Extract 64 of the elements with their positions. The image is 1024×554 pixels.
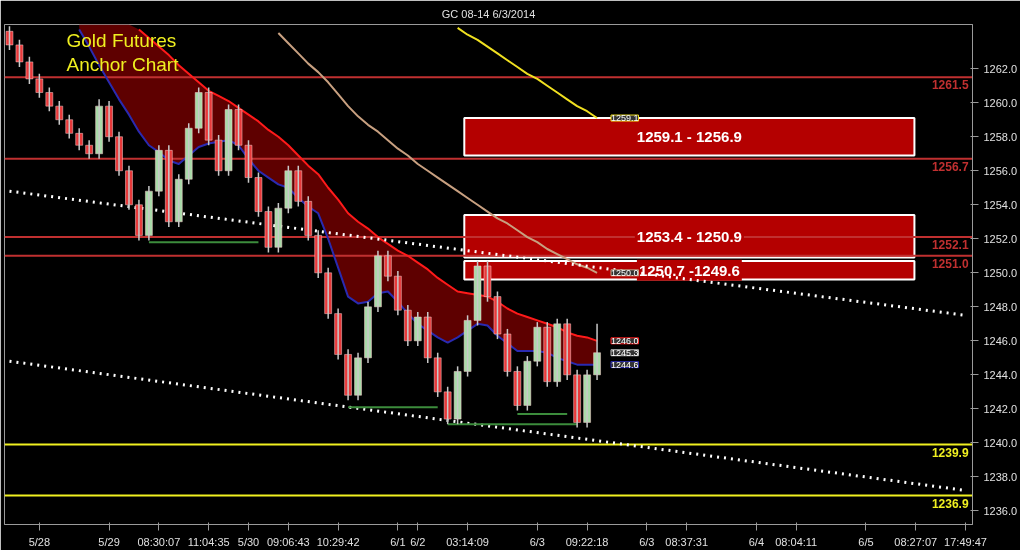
candlestick <box>45 86 54 112</box>
x-tick-label: 6/5 <box>858 535 874 548</box>
x-tick-label: 08:27:07 <box>894 535 938 548</box>
y-tick-label: 1240.0 <box>983 436 1018 449</box>
y-tick-label: 1238.0 <box>983 470 1018 483</box>
x-tick-label: 09:06:43 <box>266 535 310 548</box>
candlestick <box>503 328 512 378</box>
y-tick-label: 1262.0 <box>983 62 1018 75</box>
candlestick <box>204 86 213 146</box>
y-tick-label: 1250.0 <box>983 266 1018 279</box>
y-tick-label: 1236.0 <box>983 504 1018 517</box>
candlestick <box>433 351 442 398</box>
y-tick-label: 1256.0 <box>983 164 1018 177</box>
x-tick-label: 08:04:11 <box>775 535 818 548</box>
ref-line-label: 1261.5 <box>931 78 969 93</box>
y-tick-label: 1252.0 <box>983 232 1018 245</box>
candlestick <box>35 73 44 99</box>
candlestick <box>284 164 293 215</box>
line-series <box>456 26 599 120</box>
x-tick-label: 6/3 <box>639 535 655 548</box>
candlestick <box>294 164 303 208</box>
candlestick <box>25 56 34 85</box>
x-tick-label: 17:49:47 <box>944 535 987 548</box>
y-tick-label: 1254.0 <box>983 198 1018 211</box>
x-tick-label: 10:29:42 <box>316 535 360 548</box>
ref-line-label: 1251.0 <box>931 256 969 271</box>
y-tick-label: 1258.0 <box>983 130 1018 143</box>
candlestick <box>543 321 551 388</box>
x-tick-label: 5/30 <box>237 535 260 548</box>
x-tick-label: 11:04:35 <box>187 535 230 548</box>
data-label: 1244.6 <box>610 359 639 370</box>
data-label: 1250.0 <box>610 267 639 278</box>
data-label: 1259.1 <box>610 113 639 124</box>
text: 1245.3 <box>610 347 639 358</box>
ref-line-label: 1239.9 <box>931 445 969 460</box>
x-tick-label: 08:30:07 <box>137 535 181 548</box>
candlestick <box>55 100 64 126</box>
band-label: 1250.7 -1249.6 <box>638 261 740 279</box>
x-tick-label: 6/4 <box>748 535 765 548</box>
band-label: 1253.4 - 1250.9 <box>636 227 742 245</box>
x-tick-label: 5/28 <box>28 535 51 548</box>
x-tick-label: 6/1 <box>390 535 406 548</box>
y-tick-label: 1248.0 <box>983 300 1018 313</box>
band-label: 1259.1 - 1256.9 <box>636 128 742 146</box>
candlestick <box>533 321 542 368</box>
x-tick-label: 08:37:31 <box>665 535 709 548</box>
y-tick-label: 1242.0 <box>983 402 1018 415</box>
x-tick-label: 5/29 <box>98 535 120 548</box>
candlestick <box>185 122 193 186</box>
line-series <box>277 32 599 274</box>
ref-line-label: 1252.1 <box>931 238 969 253</box>
candlestick <box>5 25 14 51</box>
x-tick-label: 09:22:18 <box>565 535 609 548</box>
x-tick-label: 6/2 <box>410 535 426 548</box>
candlestick <box>15 39 24 68</box>
x-tick-label: 6/3 <box>529 535 545 548</box>
y-tick-label: 1260.0 <box>983 96 1018 109</box>
y-tick-label: 1244.0 <box>983 368 1018 381</box>
ref-line-label: 1256.7 <box>931 159 969 174</box>
y-tick-label: 1246.0 <box>983 334 1018 347</box>
x-tick-label: 03:14:09 <box>446 535 490 548</box>
chart-title: GC 08-14 6/3/2014 <box>441 7 536 20</box>
ref-line-label: 1236.9 <box>931 496 969 511</box>
candlestick <box>194 86 203 135</box>
